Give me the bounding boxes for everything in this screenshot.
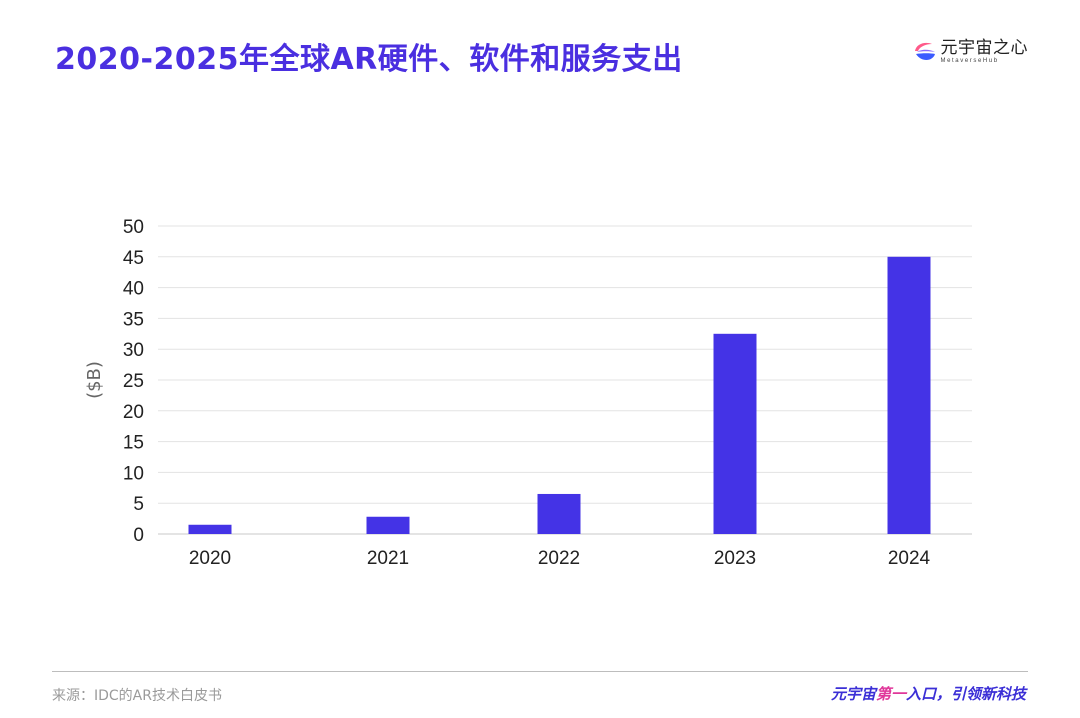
source-note: 来源：IDC的AR技术白皮书: [52, 688, 222, 704]
y-tick-label: 45: [123, 248, 144, 269]
y-tick-label: 25: [123, 371, 144, 392]
x-tick-label: 2022: [538, 548, 580, 569]
logo-text-en: MetaverseHub: [940, 58, 999, 64]
y-axis-label: ($B): [84, 361, 105, 399]
bar-2020: [188, 524, 232, 534]
x-tick-label: 2023: [714, 548, 756, 569]
footer-slogan: 元宇宙第一入口，引领新科技: [831, 683, 1026, 704]
bar-chart: 0 5 10 15 20 25 30 35 40 45 50 ($B) 2020 2021 2022 2023…: [84, 217, 972, 569]
x-tick-label: 2020: [189, 548, 231, 569]
y-tick-label: 20: [123, 402, 144, 423]
logo-text-cn: 元宇宙之心: [940, 38, 1028, 58]
bar-2024: [887, 256, 931, 534]
page-title: 2020-2025年全球AR硬件、软件和服务支出: [55, 42, 683, 77]
y-tick-label: 10: [123, 463, 144, 484]
y-tick-label: 40: [123, 279, 144, 300]
bar-2022: [537, 493, 581, 534]
bar-2023: [713, 333, 757, 534]
y-tick-label: 35: [123, 309, 144, 330]
slogan-part-3: 入口，引领新科技: [905, 685, 1026, 703]
x-tick-label: 2021: [367, 548, 409, 569]
metaversehub-logo-icon: [914, 42, 935, 61]
y-tick-label: 30: [123, 340, 144, 361]
y-tick-label: 0: [133, 525, 144, 546]
y-tick-label: 50: [123, 217, 144, 238]
y-tick-label: 15: [123, 433, 144, 454]
slogan-part-2: 第一: [875, 685, 906, 703]
slogan-part-1: 元宇宙: [830, 685, 876, 703]
footer-divider: [52, 671, 1028, 672]
y-tick-label: 5: [133, 494, 144, 515]
brand-logo: 元宇宙之心 MetaverseHub: [913, 40, 1029, 64]
bar-2021: [366, 516, 410, 534]
x-tick-label: 2024: [888, 548, 931, 569]
